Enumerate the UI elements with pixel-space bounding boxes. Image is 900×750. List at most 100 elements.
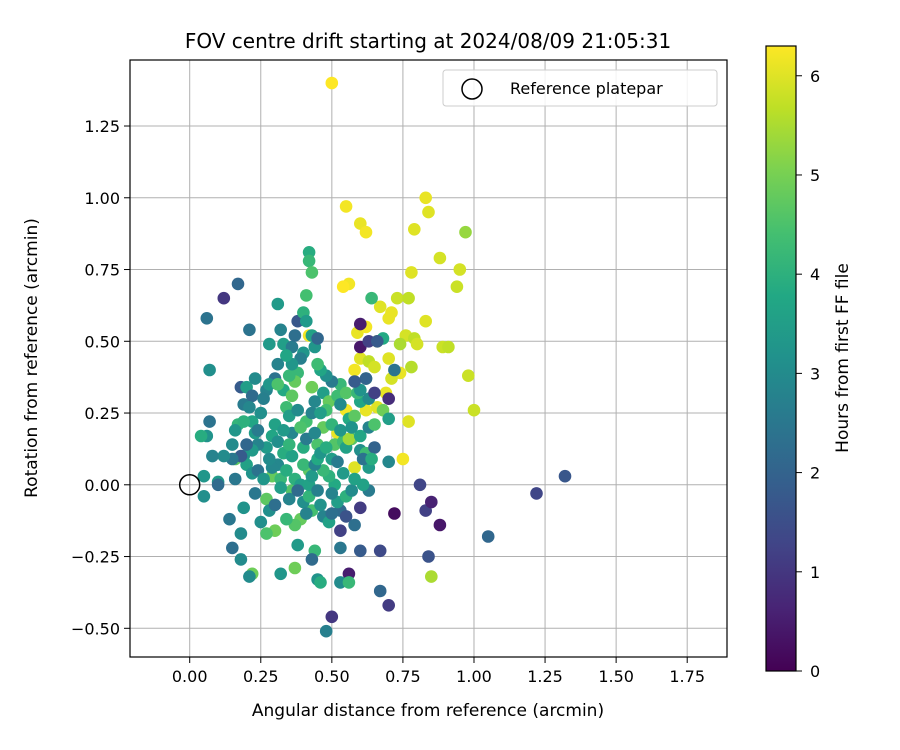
data-point	[450, 280, 464, 294]
colorbar-tick-label: 1	[810, 563, 820, 582]
data-point	[453, 263, 467, 276]
data-point	[368, 441, 381, 454]
data-point	[413, 478, 427, 492]
data-point	[197, 469, 211, 483]
data-point	[300, 314, 313, 328]
data-point	[254, 406, 268, 420]
data-point	[294, 421, 307, 434]
data-point	[291, 484, 305, 497]
plot-area	[130, 60, 727, 657]
data-point	[280, 464, 293, 477]
data-point	[339, 386, 353, 400]
data-point	[348, 363, 361, 377]
data-point	[325, 610, 339, 624]
x-tick-label: 0.50	[314, 667, 350, 686]
y-tick-label: 1.25	[84, 117, 120, 136]
colorbar-tick-label: 3	[810, 364, 820, 383]
data-point	[288, 561, 302, 575]
data-point	[305, 380, 319, 394]
chart-title: FOV centre drift starting at 2024/08/09 …	[185, 29, 671, 53]
data-point	[396, 452, 410, 466]
data-point	[280, 512, 293, 526]
data-point	[373, 584, 387, 598]
data-point	[240, 438, 253, 451]
data-point	[308, 395, 322, 408]
data-point	[334, 524, 347, 537]
y-tick-label: 1.00	[84, 189, 120, 208]
x-tick-label: 0.75	[385, 667, 421, 686]
data-point	[285, 449, 299, 463]
data-point	[419, 314, 433, 328]
data-point	[354, 501, 367, 515]
data-point	[388, 363, 401, 377]
data-point	[257, 392, 270, 406]
data-point	[433, 251, 447, 265]
data-point	[217, 291, 231, 305]
data-point	[339, 200, 353, 213]
colorbar-tick-label: 4	[810, 265, 820, 284]
legend-label: Reference platepar	[510, 79, 663, 98]
data-point	[291, 538, 305, 552]
data-point	[371, 335, 384, 348]
data-point	[314, 406, 327, 420]
colorbar-ticks: 0 1 2 3 4 5 6	[796, 67, 820, 681]
data-point	[274, 567, 288, 581]
data-point	[382, 455, 396, 469]
data-point	[311, 332, 324, 345]
data-point	[459, 225, 472, 239]
data-point	[368, 386, 381, 400]
reference-point-marker	[178, 474, 201, 496]
data-points	[194, 76, 572, 638]
y-axis-ticks: −0.50 −0.25 0.00 0.25 0.50 0.75 1.00 1.25	[71, 117, 130, 638]
data-point	[200, 312, 214, 325]
data-point	[243, 570, 256, 583]
data-point	[442, 340, 455, 354]
y-tick-label: 0.75	[84, 261, 120, 280]
data-point	[257, 472, 270, 486]
data-point	[274, 323, 288, 337]
data-point	[348, 375, 361, 388]
data-point	[314, 498, 327, 512]
data-point	[308, 426, 322, 440]
data-point	[245, 389, 259, 403]
data-point	[530, 487, 543, 500]
data-point	[291, 403, 305, 417]
data-point	[300, 289, 313, 302]
data-point	[282, 492, 296, 506]
data-point	[336, 280, 350, 294]
data-point	[325, 76, 339, 90]
data-point	[211, 478, 225, 492]
data-point	[234, 527, 248, 540]
data-point	[339, 510, 353, 523]
data-point	[342, 432, 356, 446]
data-point	[305, 469, 319, 483]
y-tick-label: 0.25	[84, 404, 120, 423]
data-point	[558, 469, 572, 483]
data-point	[425, 495, 438, 509]
data-point	[345, 421, 359, 434]
legend: Reference platepar	[442, 69, 718, 107]
data-point	[433, 518, 447, 532]
data-point	[226, 541, 239, 555]
data-point	[359, 372, 373, 385]
data-point	[311, 357, 324, 371]
data-point	[382, 392, 396, 406]
data-point	[402, 291, 415, 305]
data-point	[314, 576, 327, 589]
data-point	[354, 429, 367, 443]
data-point	[282, 369, 296, 383]
data-point	[382, 599, 396, 612]
plot-frame	[129, 59, 728, 658]
data-point	[194, 429, 208, 443]
data-point	[462, 369, 475, 383]
data-point	[243, 401, 256, 414]
data-point	[348, 409, 361, 423]
data-point	[237, 501, 250, 515]
data-point	[302, 254, 316, 268]
data-point	[311, 484, 324, 497]
data-point	[467, 403, 481, 417]
data-point	[390, 291, 404, 305]
data-point	[402, 415, 415, 428]
data-point	[231, 277, 245, 291]
